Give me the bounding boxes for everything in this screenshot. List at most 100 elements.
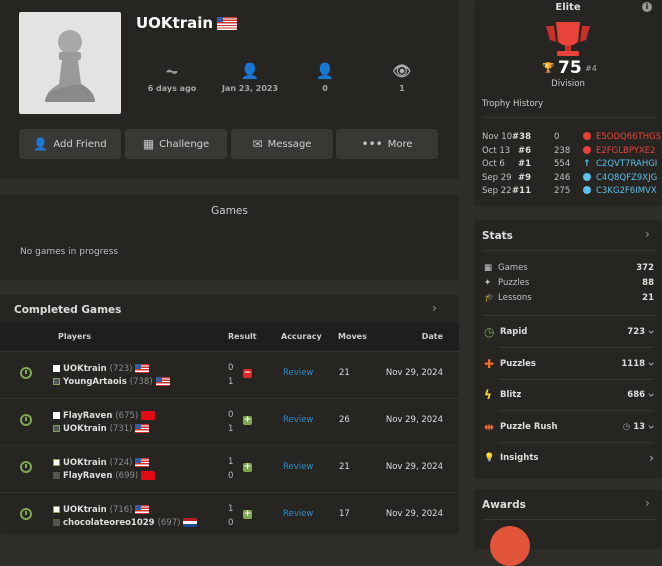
- rating-puzzles[interactable]: ✚ Puzzles 1118 ›: [484, 348, 659, 380]
- rapid-clock-icon: [20, 367, 32, 379]
- add-friend-button[interactable]: 👤 Add Friend: [19, 129, 121, 159]
- rating-label: Blitz: [500, 390, 522, 400]
- score-2: 0: [228, 518, 234, 528]
- player-name[interactable]: FlayRaven: [63, 411, 113, 421]
- player-2[interactable]: UOKtrain (731): [53, 424, 150, 434]
- review-link[interactable]: Review: [283, 415, 314, 425]
- history-rank: #38: [512, 132, 531, 142]
- history-code[interactable]: E2FGLBPYXE2: [596, 145, 656, 156]
- table-row[interactable]: UOKtrain (716) chocolateoreo1029 (697) 1…: [0, 492, 459, 538]
- summary-lessons[interactable]: 🎓 Lessons 21: [484, 293, 654, 303]
- message-icon: ✉: [252, 137, 263, 151]
- rating-blitz[interactable]: ϟ Blitz 686 ›: [484, 379, 659, 411]
- rating-value: 1118: [621, 358, 646, 369]
- review-link[interactable]: Review: [283, 368, 314, 378]
- player-rating: (697): [157, 518, 181, 528]
- player-1[interactable]: FlayRaven (675): [53, 411, 156, 421]
- player-name[interactable]: FlayRaven: [63, 471, 113, 481]
- chevron-down-icon[interactable]: ›: [644, 424, 659, 429]
- table-row[interactable]: UOKtrain (723) YoungArtaois (738) 0 1 − …: [0, 351, 459, 397]
- player-name[interactable]: YoungArtaois: [63, 377, 127, 387]
- activity-icon: ⏦: [165, 62, 179, 80]
- header-moves: Moves: [338, 332, 367, 341]
- flag-us-icon: [135, 424, 150, 433]
- review-link[interactable]: Review: [283, 462, 314, 472]
- history-code[interactable]: C3KG2F6IMVX: [596, 186, 657, 196]
- win-icon: +: [243, 415, 252, 425]
- league-trophy-icon: [546, 22, 590, 56]
- player-rating: (723): [109, 364, 133, 374]
- history-trophies: 554: [554, 159, 571, 169]
- flag-us-icon: [135, 505, 150, 514]
- player-rating: (699): [115, 471, 139, 481]
- player-rating: (731): [109, 424, 133, 434]
- flag-tr-icon: [141, 471, 156, 480]
- piece-color-icon: [53, 459, 60, 466]
- summary-value: 88: [642, 278, 654, 288]
- table-row[interactable]: UOKtrain (724) FlayRaven (699) 1 0 + Rev…: [0, 445, 459, 491]
- chevron-right-icon[interactable]: ›: [645, 227, 650, 241]
- insights-link[interactable]: 💡 Insights ›: [484, 442, 654, 474]
- chevron-right-icon[interactable]: ›: [645, 496, 650, 510]
- player-name[interactable]: chocolateoreo1029: [63, 518, 155, 528]
- history-row[interactable]: Sep 22 #11 275 C3KG2F6IMVX: [482, 186, 657, 199]
- history-row[interactable]: Oct 13 #6 238 E2FGLBPYXE2: [482, 145, 657, 159]
- moves-count: 26: [339, 415, 350, 425]
- summary-games[interactable]: ▦ Games 372: [484, 263, 654, 273]
- chevron-down-icon[interactable]: ›: [644, 392, 659, 398]
- player-2[interactable]: YoungArtaois (738): [53, 377, 170, 387]
- profile-panel: UOKtrain ⏦ 6 days ago 👤 Jan 23, 2023 👤 0 👁 1…: [0, 0, 459, 179]
- history-date: Oct 6: [482, 159, 505, 169]
- player-2[interactable]: FlayRaven (699): [53, 471, 156, 481]
- board-icon: ▦: [484, 263, 493, 273]
- player-name[interactable]: UOKtrain: [63, 424, 107, 434]
- avatar[interactable]: [19, 12, 121, 114]
- win-icon: +: [243, 509, 252, 519]
- table-row[interactable]: FlayRaven (675) UOKtrain (731) 0 1 + Rev…: [0, 398, 459, 444]
- challenge-button[interactable]: ▦ Challenge: [125, 129, 227, 159]
- trophy-history-title[interactable]: Trophy History: [482, 99, 544, 109]
- status-dot-icon: [583, 172, 591, 181]
- player-name[interactable]: UOKtrain: [63, 505, 107, 515]
- awards-title[interactable]: Awards: [482, 499, 526, 511]
- player-1[interactable]: UOKtrain (723): [53, 364, 150, 374]
- player-2[interactable]: chocolateoreo1029 (697): [53, 518, 198, 528]
- history-row[interactable]: Oct 6 #1 554 ↑ C2QVT7RAHGI: [482, 159, 657, 172]
- player-1[interactable]: UOKtrain (716): [53, 505, 150, 515]
- history-code[interactable]: C4Q8QFZ9XJG: [596, 172, 658, 183]
- chevron-down-icon[interactable]: ›: [644, 329, 659, 335]
- loss-icon: −: [243, 368, 252, 378]
- history-row[interactable]: Sep 29 #9 246 C4Q8QFZ9XJG: [482, 172, 658, 186]
- review-link[interactable]: Review: [283, 509, 314, 519]
- rating-puzzle-rush[interactable]: ⇹ Puzzle Rush ◷ 13 ›: [484, 411, 659, 443]
- player-1[interactable]: UOKtrain (724): [53, 458, 150, 468]
- league-rank: #4: [585, 64, 597, 73]
- summary-puzzles[interactable]: ✦ Puzzles 88: [484, 278, 654, 288]
- moves-count: 21: [339, 368, 350, 378]
- player-rating: (724): [109, 458, 133, 468]
- message-button[interactable]: ✉ Message: [231, 129, 333, 159]
- chevron-down-icon[interactable]: ›: [644, 361, 659, 366]
- rating-rapid[interactable]: ◷ Rapid 723 ›: [484, 316, 659, 348]
- score-1: 1: [228, 504, 234, 514]
- history-rank: #11: [512, 186, 531, 196]
- completed-games-title[interactable]: Completed Games: [14, 304, 122, 316]
- arrow-up-icon: ↑: [583, 159, 591, 169]
- history-row[interactable]: Nov 10 #38 0 E5ODQ66THGS: [482, 132, 661, 145]
- history-trophies: 0: [554, 132, 560, 142]
- more-button[interactable]: ••• More: [336, 129, 438, 159]
- followers-count[interactable]: 👤 0: [290, 62, 360, 93]
- score-1: 0: [228, 410, 234, 420]
- add-friend-icon: 👤: [33, 137, 49, 151]
- user-joined-icon: 👤: [240, 62, 260, 80]
- award-badge[interactable]: [490, 526, 530, 566]
- moves-count: 21: [339, 462, 350, 472]
- history-code[interactable]: E5ODQ66THGS: [596, 132, 662, 142]
- stats-title[interactable]: Stats: [482, 230, 513, 242]
- chevron-right-icon[interactable]: ›: [432, 301, 437, 315]
- info-icon[interactable]: i: [642, 2, 652, 12]
- history-code[interactable]: C2QVT7RAHGI: [596, 159, 658, 169]
- header-date: Date: [421, 332, 443, 341]
- player-name[interactable]: UOKtrain: [63, 458, 107, 468]
- player-name[interactable]: UOKtrain: [63, 364, 107, 374]
